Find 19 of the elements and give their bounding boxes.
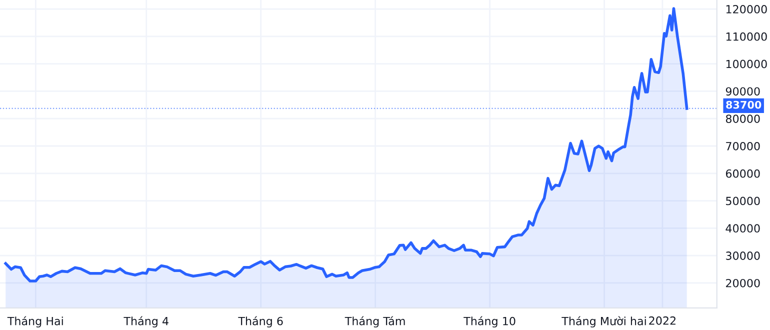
x-tick-label: Tháng Hai — [7, 316, 63, 328]
y-tick-label: 110000 — [726, 32, 767, 41]
x-tick-label: Tháng 10 — [464, 316, 516, 328]
y-tick-label: 20000 — [726, 278, 760, 288]
y-tick-label: 40000 — [726, 224, 760, 233]
x-tick-label: Tháng Tám — [344, 316, 405, 328]
x-tick-label: 2022 — [649, 316, 676, 325]
x-tick-label: Tháng 6 — [238, 316, 283, 328]
x-tick-label: Tháng Mười hai — [562, 316, 646, 328]
y-tick-label: 120000 — [726, 5, 767, 14]
y-tick-label: 100000 — [726, 60, 767, 68]
y-tick-label: 60000 — [726, 169, 760, 178]
x-tick-label: Tháng 4 — [124, 316, 168, 328]
y-tick-label: 30000 — [726, 252, 760, 260]
y-tick-label: 90000 — [726, 87, 760, 96]
y-tick-label: 70000 — [726, 142, 760, 150]
y-tick-label: 50000 — [726, 196, 760, 206]
y-tick-label: 80000 — [726, 114, 760, 123]
ref-line-label: 83700 — [726, 100, 762, 109]
